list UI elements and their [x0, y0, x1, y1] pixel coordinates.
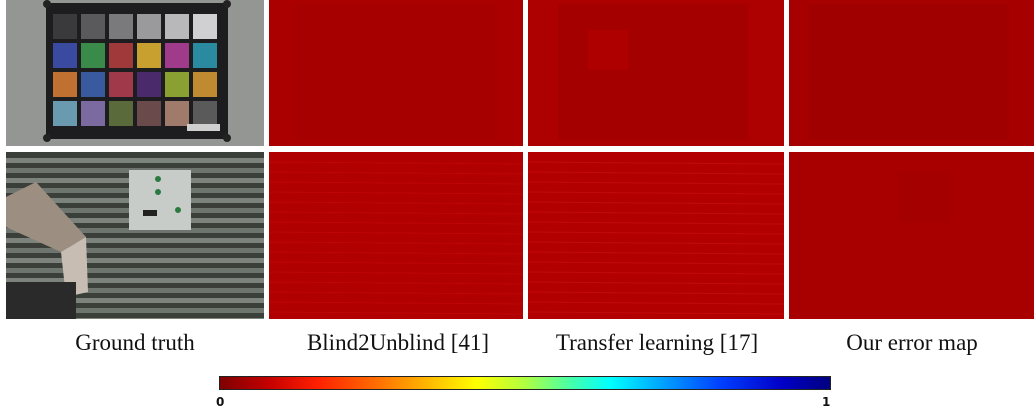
error-streak: [269, 241, 523, 245]
caption-our-error-map: Our error map: [846, 330, 978, 355]
error-streak: [528, 291, 784, 295]
checker-patch: [109, 43, 133, 68]
checker-patch: [137, 14, 161, 39]
our-error-map-2: [789, 152, 1034, 319]
error-streak: [269, 161, 523, 165]
error-streak: [528, 191, 784, 195]
checker-patch: [109, 14, 133, 39]
error-streak: [528, 201, 784, 205]
error-streak: [528, 271, 784, 275]
checker-patch: [165, 43, 189, 68]
blind2unblind-error-map-1: [269, 0, 527, 167]
error-streak: [528, 181, 784, 185]
checker-patch: [193, 43, 217, 68]
error-streak: [528, 311, 784, 315]
checker-patch: [193, 14, 217, 39]
error-streak: [269, 221, 523, 225]
siding-board: [6, 288, 264, 293]
error-streak: [269, 211, 523, 215]
checker-patch: [109, 101, 133, 126]
caption-blind2unblind: Blind2Unblind [41]: [306, 330, 490, 355]
checker-patch: [81, 43, 105, 68]
error-streak: [528, 261, 784, 265]
siding-board: [6, 308, 264, 313]
error-streak: [269, 181, 523, 185]
siding-board: [6, 238, 264, 243]
error-streak: [269, 271, 523, 275]
error-streak: [269, 191, 523, 195]
siding-board: [6, 158, 264, 163]
error-streak: [528, 251, 784, 255]
caption-ground-truth: Ground truth: [75, 330, 195, 355]
error-streak: [269, 171, 523, 175]
checker-patch: [53, 101, 77, 126]
error-streak: [269, 301, 523, 305]
checker-patch: [137, 101, 161, 126]
error-streak: [269, 231, 523, 235]
siding-board: [6, 248, 264, 253]
error-streak: [269, 291, 523, 295]
checker-patch: [53, 72, 77, 97]
checker-patch: [53, 14, 77, 39]
error-streak: [528, 301, 784, 305]
checker-patch: [81, 14, 105, 39]
checker-patch: [137, 72, 161, 97]
error-streak: [528, 281, 784, 285]
error-streak: [269, 261, 523, 265]
colorbar-max-label: 1: [822, 395, 831, 409]
siding-board: [6, 298, 264, 303]
our-error-map-1: [789, 0, 1034, 167]
checker-patch: [81, 101, 105, 126]
error-streak: [269, 311, 523, 315]
error-streak: [269, 281, 523, 285]
error-streak: [528, 221, 784, 225]
checker-patch: [165, 72, 189, 97]
caption-transfer-learning: Transfer learning [17]: [555, 330, 759, 355]
checker-patch: [165, 101, 189, 126]
colorbar-min-label: 0: [216, 395, 225, 409]
error-streak: [269, 201, 523, 205]
siding-board: [6, 228, 264, 233]
error-streak: [528, 211, 784, 215]
error-streak: [528, 241, 784, 245]
error-streak: [528, 161, 784, 165]
transfer-learning-error-map-2: [528, 152, 786, 319]
error-colorbar: [219, 376, 831, 390]
siding-board: [6, 318, 264, 319]
error-streak: [528, 231, 784, 235]
checker-patch: [53, 43, 77, 68]
siding-board: [6, 258, 264, 263]
checker-patch: [137, 43, 161, 68]
blind2unblind-error-map-2: [269, 152, 527, 319]
gt-siding-image: [6, 152, 264, 319]
siding-board: [6, 268, 264, 273]
checker-patch: [193, 101, 217, 126]
error-streak: [269, 251, 523, 255]
checker-patch: [193, 72, 217, 97]
checker-patch: [109, 72, 133, 97]
checker-patch: [165, 14, 189, 39]
gt-color-checker-image: [6, 0, 264, 167]
siding-board: [6, 278, 264, 283]
error-streak: [528, 171, 784, 175]
checker-patch: [81, 72, 105, 97]
transfer-learning-error-map-1: [528, 0, 786, 167]
